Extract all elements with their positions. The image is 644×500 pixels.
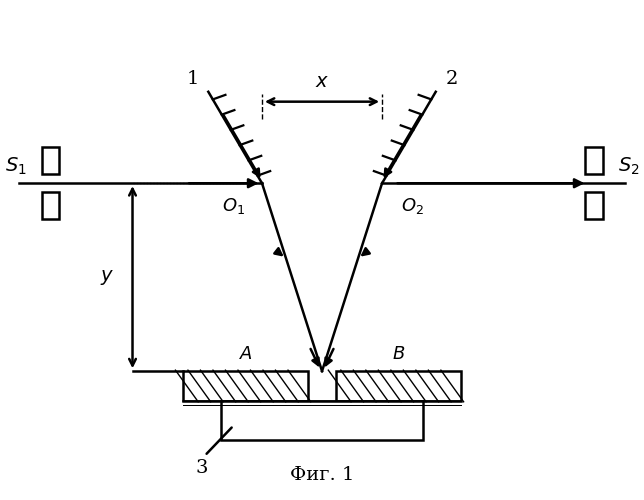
Bar xyxy=(336,371,461,401)
Text: Фиг. 1: Фиг. 1 xyxy=(290,466,354,484)
Text: $S_2$: $S_2$ xyxy=(618,156,639,176)
Text: $S_1$: $S_1$ xyxy=(5,156,26,176)
Text: 3: 3 xyxy=(196,428,232,476)
Text: $y$: $y$ xyxy=(100,268,115,286)
Text: $x$: $x$ xyxy=(315,73,329,91)
Text: $A$: $A$ xyxy=(238,345,252,363)
Text: $B$: $B$ xyxy=(392,345,405,363)
Text: $O_1$: $O_1$ xyxy=(222,196,245,216)
Bar xyxy=(221,401,423,440)
Text: 2: 2 xyxy=(446,70,458,88)
Text: $O_2$: $O_2$ xyxy=(401,196,424,216)
Text: 1: 1 xyxy=(186,70,199,88)
Bar xyxy=(183,371,308,401)
